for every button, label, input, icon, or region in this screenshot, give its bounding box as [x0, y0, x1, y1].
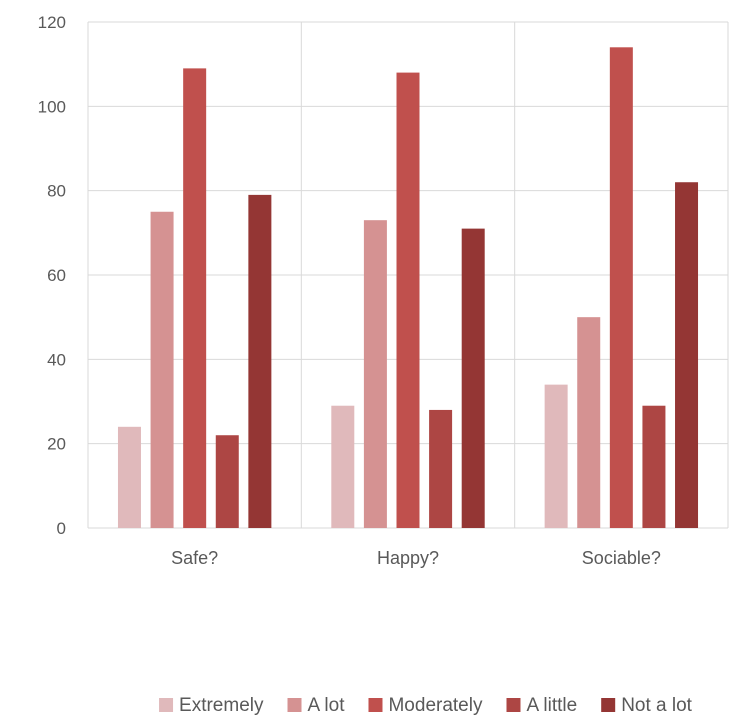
legend-swatch — [287, 698, 302, 712]
legend-swatch — [506, 698, 521, 712]
y-tick-label: 40 — [47, 350, 66, 369]
category-label: Safe? — [171, 548, 218, 568]
bar-extremely — [117, 426, 141, 528]
bar-not-a-lot — [675, 182, 699, 528]
bar-not-a-lot — [461, 228, 485, 528]
bars — [117, 47, 699, 529]
x-axis-category-labels: Safe? Happy? Sociable? — [171, 548, 661, 568]
legend-label: Extremely — [179, 695, 264, 716]
legend-item: Not a lot — [601, 695, 693, 716]
legend: Extremely A lot Moderately A little Not a lo… — [159, 695, 693, 716]
bar-moderately — [183, 68, 207, 528]
bar-a-little — [429, 409, 453, 528]
legend-item: A little — [506, 695, 577, 716]
legend-label: A little — [526, 695, 577, 716]
bar-extremely — [331, 405, 355, 528]
bar-a-lot — [363, 220, 387, 528]
bar-a-lot — [577, 317, 601, 528]
bar-a-little — [215, 435, 239, 528]
y-tick-label: 60 — [47, 266, 66, 285]
legend-item: Extremely — [159, 695, 264, 716]
legend-label: A lot — [308, 695, 346, 716]
bar-a-little — [642, 405, 666, 528]
legend-label: Not a lot — [621, 695, 692, 716]
legend-swatch — [368, 698, 383, 712]
y-tick-label: 120 — [38, 13, 66, 32]
y-tick-label: 80 — [47, 182, 66, 201]
bar-a-lot — [150, 211, 174, 528]
legend-item: Moderately — [368, 695, 483, 716]
y-tick-label: 100 — [38, 97, 66, 116]
y-tick-label: 20 — [47, 435, 66, 454]
bar-moderately — [396, 72, 420, 528]
legend-swatch — [159, 698, 174, 712]
legend-item: A lot — [287, 695, 346, 716]
y-tick-label: 0 — [57, 519, 66, 538]
legend-swatch — [601, 698, 616, 712]
bar-extremely — [544, 384, 568, 528]
category-label: Happy? — [377, 548, 439, 568]
bar-moderately — [609, 47, 633, 529]
y-axis-tick-labels: 0 20 40 60 80 100 120 — [38, 13, 66, 538]
bar-not-a-lot — [248, 194, 272, 528]
category-label: Sociable? — [582, 548, 661, 568]
legend-label: Moderately — [388, 695, 482, 716]
